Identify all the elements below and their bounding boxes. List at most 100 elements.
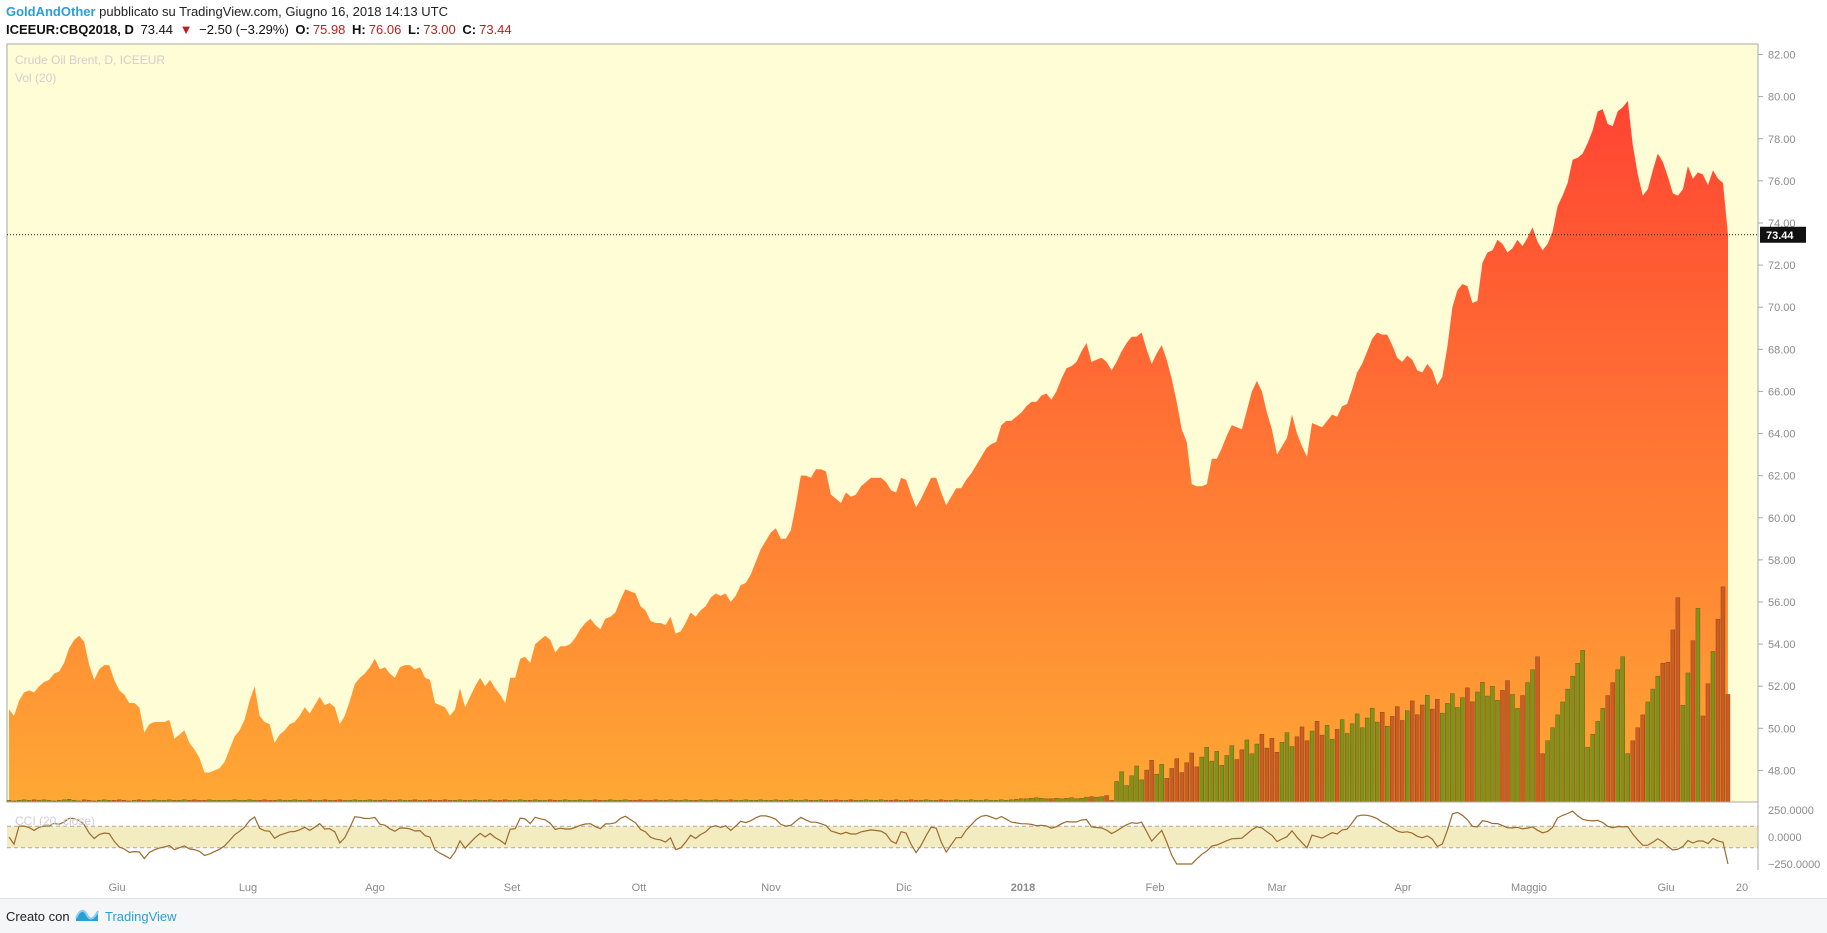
volume-bar: [1505, 680, 1510, 803]
volume-bar: [1440, 712, 1445, 803]
volume-bar: [1264, 747, 1270, 803]
price-chart[interactable]: 82.0080.0078.0076.0074.0072.0070.0068.00…: [0, 0, 1827, 898]
volume-bar: [1595, 721, 1600, 803]
price-tick-label: 62.00: [1768, 471, 1796, 483]
tradingview-logo-icon[interactable]: [74, 905, 100, 930]
volume-bar: [1630, 740, 1635, 803]
volume-bar: [1229, 745, 1235, 803]
volume-bar: [1500, 690, 1505, 803]
volume-bar: [1129, 775, 1134, 803]
volume-bar: [1304, 740, 1310, 803]
volume-bar: [1064, 798, 1069, 803]
change-value: −2.50 (−3.29%): [199, 22, 289, 37]
time-tick-label: Giu: [108, 882, 125, 894]
cci-legend: CCI (20, close): [15, 814, 95, 828]
volume-bar: [1099, 796, 1104, 803]
volume-bar: [1084, 796, 1089, 803]
volume-bar: [1339, 719, 1345, 803]
price-tick-label: 54.00: [1768, 639, 1796, 651]
volume-bar: [1725, 694, 1731, 803]
volume-bar: [1530, 669, 1535, 803]
volume-bar: [1094, 796, 1099, 803]
time-axis[interactable]: Giu Lug Ago Set Ott Nov Dic 2018 Feb Mar Apr Maggio…: [108, 882, 1748, 894]
tradingview-link[interactable]: TradingView: [105, 909, 177, 924]
volume-bar: [1400, 720, 1405, 803]
volume-bar: [1610, 682, 1615, 803]
volume-bar: [1239, 749, 1245, 803]
volume-bar: [1219, 765, 1225, 803]
volume-bar: [1104, 795, 1109, 803]
time-tick-label: Nov: [761, 882, 781, 894]
volume-bar: [1184, 762, 1189, 803]
volume-bar: [1374, 721, 1380, 803]
volume-bar: [1324, 725, 1330, 803]
volume-bar: [1490, 686, 1495, 803]
volume-bar: [1329, 738, 1335, 803]
volume-bar: [1705, 683, 1711, 803]
open-value: 75.98: [312, 22, 346, 37]
price-area-layer: [9, 100, 1728, 802]
volume-bar: [1079, 798, 1084, 803]
time-tick-label: Dic: [896, 882, 912, 894]
volume-bar: [1029, 798, 1034, 803]
volume-bar: [1214, 751, 1220, 803]
volume-bar: [1234, 759, 1240, 803]
volume-bar: [1450, 693, 1455, 803]
low-value: 73.00: [423, 22, 456, 37]
volume-bar: [1435, 699, 1440, 803]
price-tick-label: 80.00: [1768, 92, 1796, 104]
volume-bar: [1069, 797, 1074, 803]
volume-bar: [1149, 760, 1154, 803]
time-tick-label: Feb: [1146, 882, 1165, 894]
cci-tick-label: 250.0000: [1768, 805, 1814, 817]
volume-bar: [1154, 773, 1159, 803]
volume-bar: [1194, 766, 1199, 803]
volume-bar: [1299, 726, 1305, 803]
volume-bar: [1359, 727, 1365, 803]
cci-axis[interactable]: 250.0000 0.0000 −250.0000: [1768, 805, 1820, 871]
volume-bar: [1224, 755, 1230, 803]
volume-bar: [1445, 703, 1450, 803]
volume-bar: [1625, 753, 1630, 803]
volume-bar: [1319, 734, 1325, 803]
volume-bar: [1615, 669, 1620, 803]
volume-bar: [1034, 797, 1039, 803]
volume-bar: [1650, 688, 1656, 803]
volume-bar: [1410, 700, 1415, 803]
low-label: L:: [407, 22, 421, 37]
made-with-text: Creato con: [6, 909, 70, 924]
time-tick-label: Apr: [1394, 882, 1411, 894]
volume-bar: [1349, 723, 1355, 803]
volume-bar: [1695, 608, 1701, 803]
price-tick-label: 64.00: [1768, 429, 1796, 441]
time-tick-label: Ago: [365, 882, 385, 894]
volume-bar: [1590, 734, 1595, 803]
volume-bar: [1174, 758, 1179, 803]
volume-bar: [1715, 618, 1721, 803]
volume-bar: [1545, 740, 1550, 803]
publish-line: GoldAndOther pubblicato su TradingView.c…: [6, 4, 448, 19]
volume-bar: [1635, 727, 1640, 803]
volume-bar: [1054, 798, 1059, 803]
price-tick-label: 78.00: [1768, 134, 1796, 146]
price-axis[interactable]: 82.0080.0078.0076.0074.0072.0070.0068.00…: [1757, 44, 1796, 870]
price-tick-label: 60.00: [1768, 513, 1796, 525]
volume-bar: [1640, 714, 1646, 803]
price-tick-label: 52.00: [1768, 681, 1796, 693]
volume-bar: [1620, 656, 1625, 803]
volume-bar: [1535, 656, 1540, 803]
volume-bar: [1660, 663, 1666, 803]
volume-bar: [1540, 753, 1545, 803]
time-tick-label: Giu: [1657, 882, 1674, 894]
volume-bar: [1710, 651, 1716, 803]
volume-bar: [1269, 738, 1275, 803]
volume-bar: [1364, 717, 1370, 803]
time-tick-label: Ott: [632, 882, 647, 894]
volume-legend: Vol (20): [15, 71, 56, 85]
volume-bar: [1144, 769, 1149, 803]
time-tick-label: Lug: [239, 882, 257, 894]
volume-bar: [1655, 675, 1661, 803]
cci-line: [8, 810, 1729, 865]
volume-bar: [1455, 707, 1460, 803]
author-link[interactable]: GoldAndOther: [6, 4, 96, 19]
